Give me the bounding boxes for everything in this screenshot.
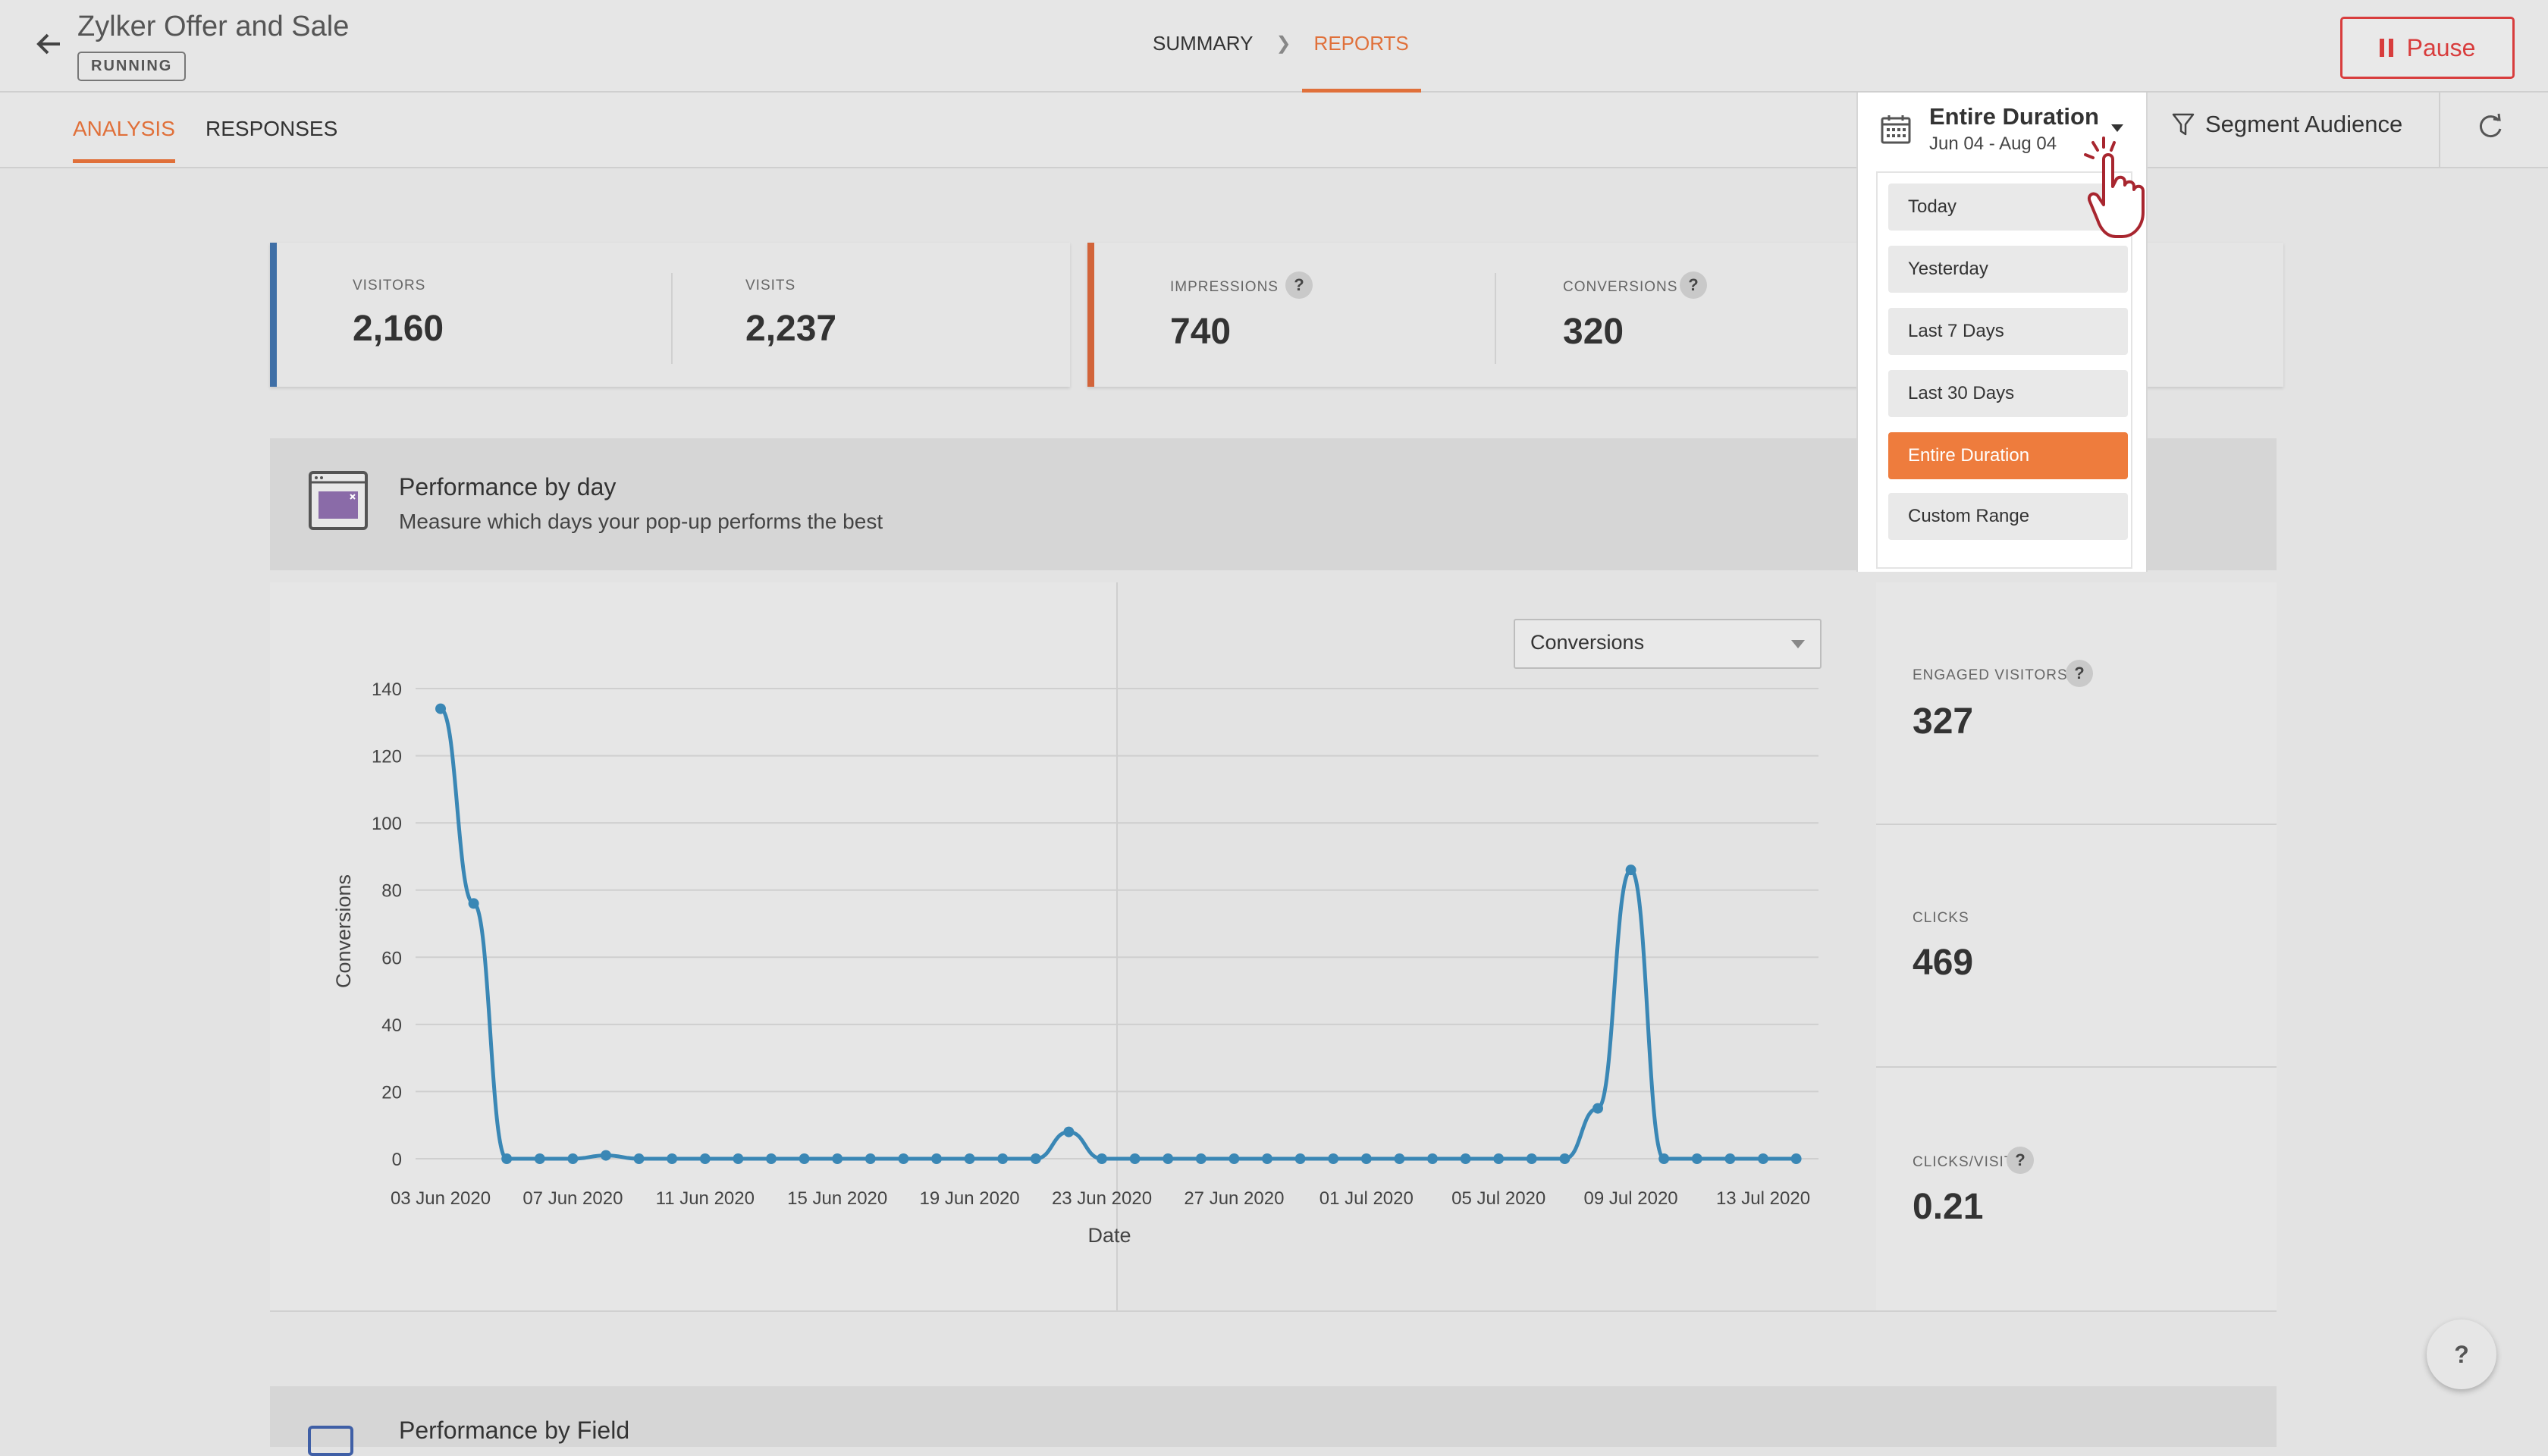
caret-down-icon[interactable] [2111,124,2123,132]
help-button[interactable]: ? [2427,1320,2496,1389]
arrow-left-icon[interactable] [30,26,67,62]
divider [270,1310,2277,1312]
data-point [1691,1153,1702,1164]
visitors-label: VISITORS [353,278,426,293]
data-point [1724,1153,1736,1164]
engaged-visitors-box: ENGAGED VISITORS ? 327 [1876,582,2277,825]
data-point [1129,1153,1141,1164]
x-tick-label: 13 Jul 2020 [1716,1188,1810,1209]
pause-label: Pause [2406,33,2476,61]
menu-item-entire-duration[interactable]: Entire Duration [1888,432,2128,479]
divider [1495,273,1496,364]
clicks-box: CLICKS 469 [1876,825,2277,1068]
x-tick-label: 09 Jul 2020 [1584,1188,1678,1209]
refresh-icon[interactable] [2475,112,2506,146]
x-tick-label: 05 Jul 2020 [1451,1188,1545,1209]
help-icon[interactable]: ? [1285,271,1313,299]
conversions-value: 320 [1563,312,1624,352]
date-range-menu-list: Today Yesterday Last 7 Days Last 30 Days… [1876,171,2132,569]
visits-label: VISITS [745,278,796,293]
top-bar: Zylker Offer and Sale RUNNING SUMMARY ❯ … [0,0,2548,93]
data-point [1360,1153,1372,1164]
data-point [1460,1153,1471,1164]
clicks-per-visit-value: 0.21 [1913,1187,1984,1227]
metric-select-value: Conversions [1530,631,1645,654]
help-icon[interactable]: ? [2066,660,2093,687]
breadcrumb-summary[interactable]: SUMMARY [1153,32,1254,55]
data-point [1294,1153,1306,1164]
engaged-visitors-value: 327 [1913,701,1974,742]
data-point [1427,1153,1438,1164]
data-point [1790,1153,1802,1164]
visitors-value: 2,160 [353,309,444,349]
tab-responses[interactable]: RESPONSES [206,117,338,140]
pause-icon [2379,39,2393,57]
chart-panel [270,582,1118,1310]
conversions-label: CONVERSIONS [1563,279,1678,295]
impressions-label: IMPRESSIONS [1170,279,1279,295]
divider [671,273,673,364]
form-field-icon [308,1426,353,1456]
menu-item-custom-range[interactable]: Custom Range [1888,493,2128,540]
metric-select[interactable]: Conversions [1514,619,1822,669]
engaged-visitors-label: ENGAGED VISITORS [1913,667,2068,683]
stats-panel: ENGAGED VISITORS ? 327 CLICKS 469 CLICKS… [1876,582,2277,1310]
breadcrumb-reports[interactable]: REPORTS [1301,32,1422,93]
data-point [1592,1103,1603,1114]
menu-item-today[interactable]: Today [1888,184,2128,231]
audience-metrics-card: VISITORS 2,160 VISITS 2,237 [270,243,1070,387]
data-point [1493,1153,1505,1164]
breadcrumb: SUMMARY ❯ REPORTS [1153,32,1422,93]
section-title: Performance by day [399,473,617,500]
divider [2439,93,2440,167]
campaign-title: Zylker Offer and Sale [77,11,350,42]
sub-navigation: ANALYSIS RESPONSES [0,93,2548,168]
section-subtitle: Measure which days your pop-up performs … [399,510,883,533]
tab-analysis[interactable]: ANALYSIS [73,117,175,163]
data-point [1559,1153,1571,1164]
data-point [1228,1153,1240,1164]
date-range-label: Entire Duration [1929,103,2099,130]
clicks-value: 469 [1913,943,1974,983]
x-tick-label: 27 Jun 2020 [1184,1188,1284,1209]
pause-button[interactable]: Pause [2340,17,2515,79]
data-point [1195,1153,1207,1164]
segment-audience-button[interactable]: Segment Audience [2172,111,2402,138]
chevron-right-icon: ❯ [1276,33,1291,54]
calendar-icon [1881,114,1911,148]
impressions-value: 740 [1170,312,1232,352]
data-point [1625,864,1636,876]
help-icon[interactable]: ? [1680,271,1707,299]
section2-title: Performance by Field [399,1417,630,1444]
data-point [1526,1153,1537,1164]
caret-down-icon [1791,640,1805,648]
performance-by-field-header: Performance by Field [270,1386,2277,1456]
clicks-per-visit-box: CLICKS/VISIT ? 0.21 [1876,1068,2277,1309]
date-range-dates: Jun 04 - Aug 04 [1929,133,2057,154]
status-badge: RUNNING [77,52,187,81]
menu-item-last-30-days[interactable]: Last 30 Days [1888,370,2128,417]
date-range-menu: Today Yesterday Last 7 Days Last 30 Days… [1856,168,2148,572]
data-point [1328,1153,1339,1164]
data-point [1658,1153,1670,1164]
data-point [1262,1153,1272,1164]
help-icon[interactable]: ? [2007,1147,2034,1174]
data-point [1163,1153,1174,1164]
clicks-per-visit-label: CLICKS/VISIT [1913,1154,2014,1170]
menu-item-last-7-days[interactable]: Last 7 Days [1888,308,2128,355]
data-point [1758,1153,1768,1164]
date-range-picker[interactable]: Entire Duration Jun 04 - Aug 04 [1856,93,2148,168]
hand-pointer-icon [2081,136,2164,246]
menu-item-yesterday[interactable]: Yesterday [1888,246,2128,293]
data-point [1394,1153,1405,1164]
filter-icon [2172,113,2195,136]
x-tick-label: 01 Jul 2020 [1320,1188,1414,1209]
visits-value: 2,237 [745,309,837,349]
popup-window-icon [308,470,369,535]
segment-audience-label: Segment Audience [2205,111,2403,137]
clicks-label: CLICKS [1913,910,1969,926]
